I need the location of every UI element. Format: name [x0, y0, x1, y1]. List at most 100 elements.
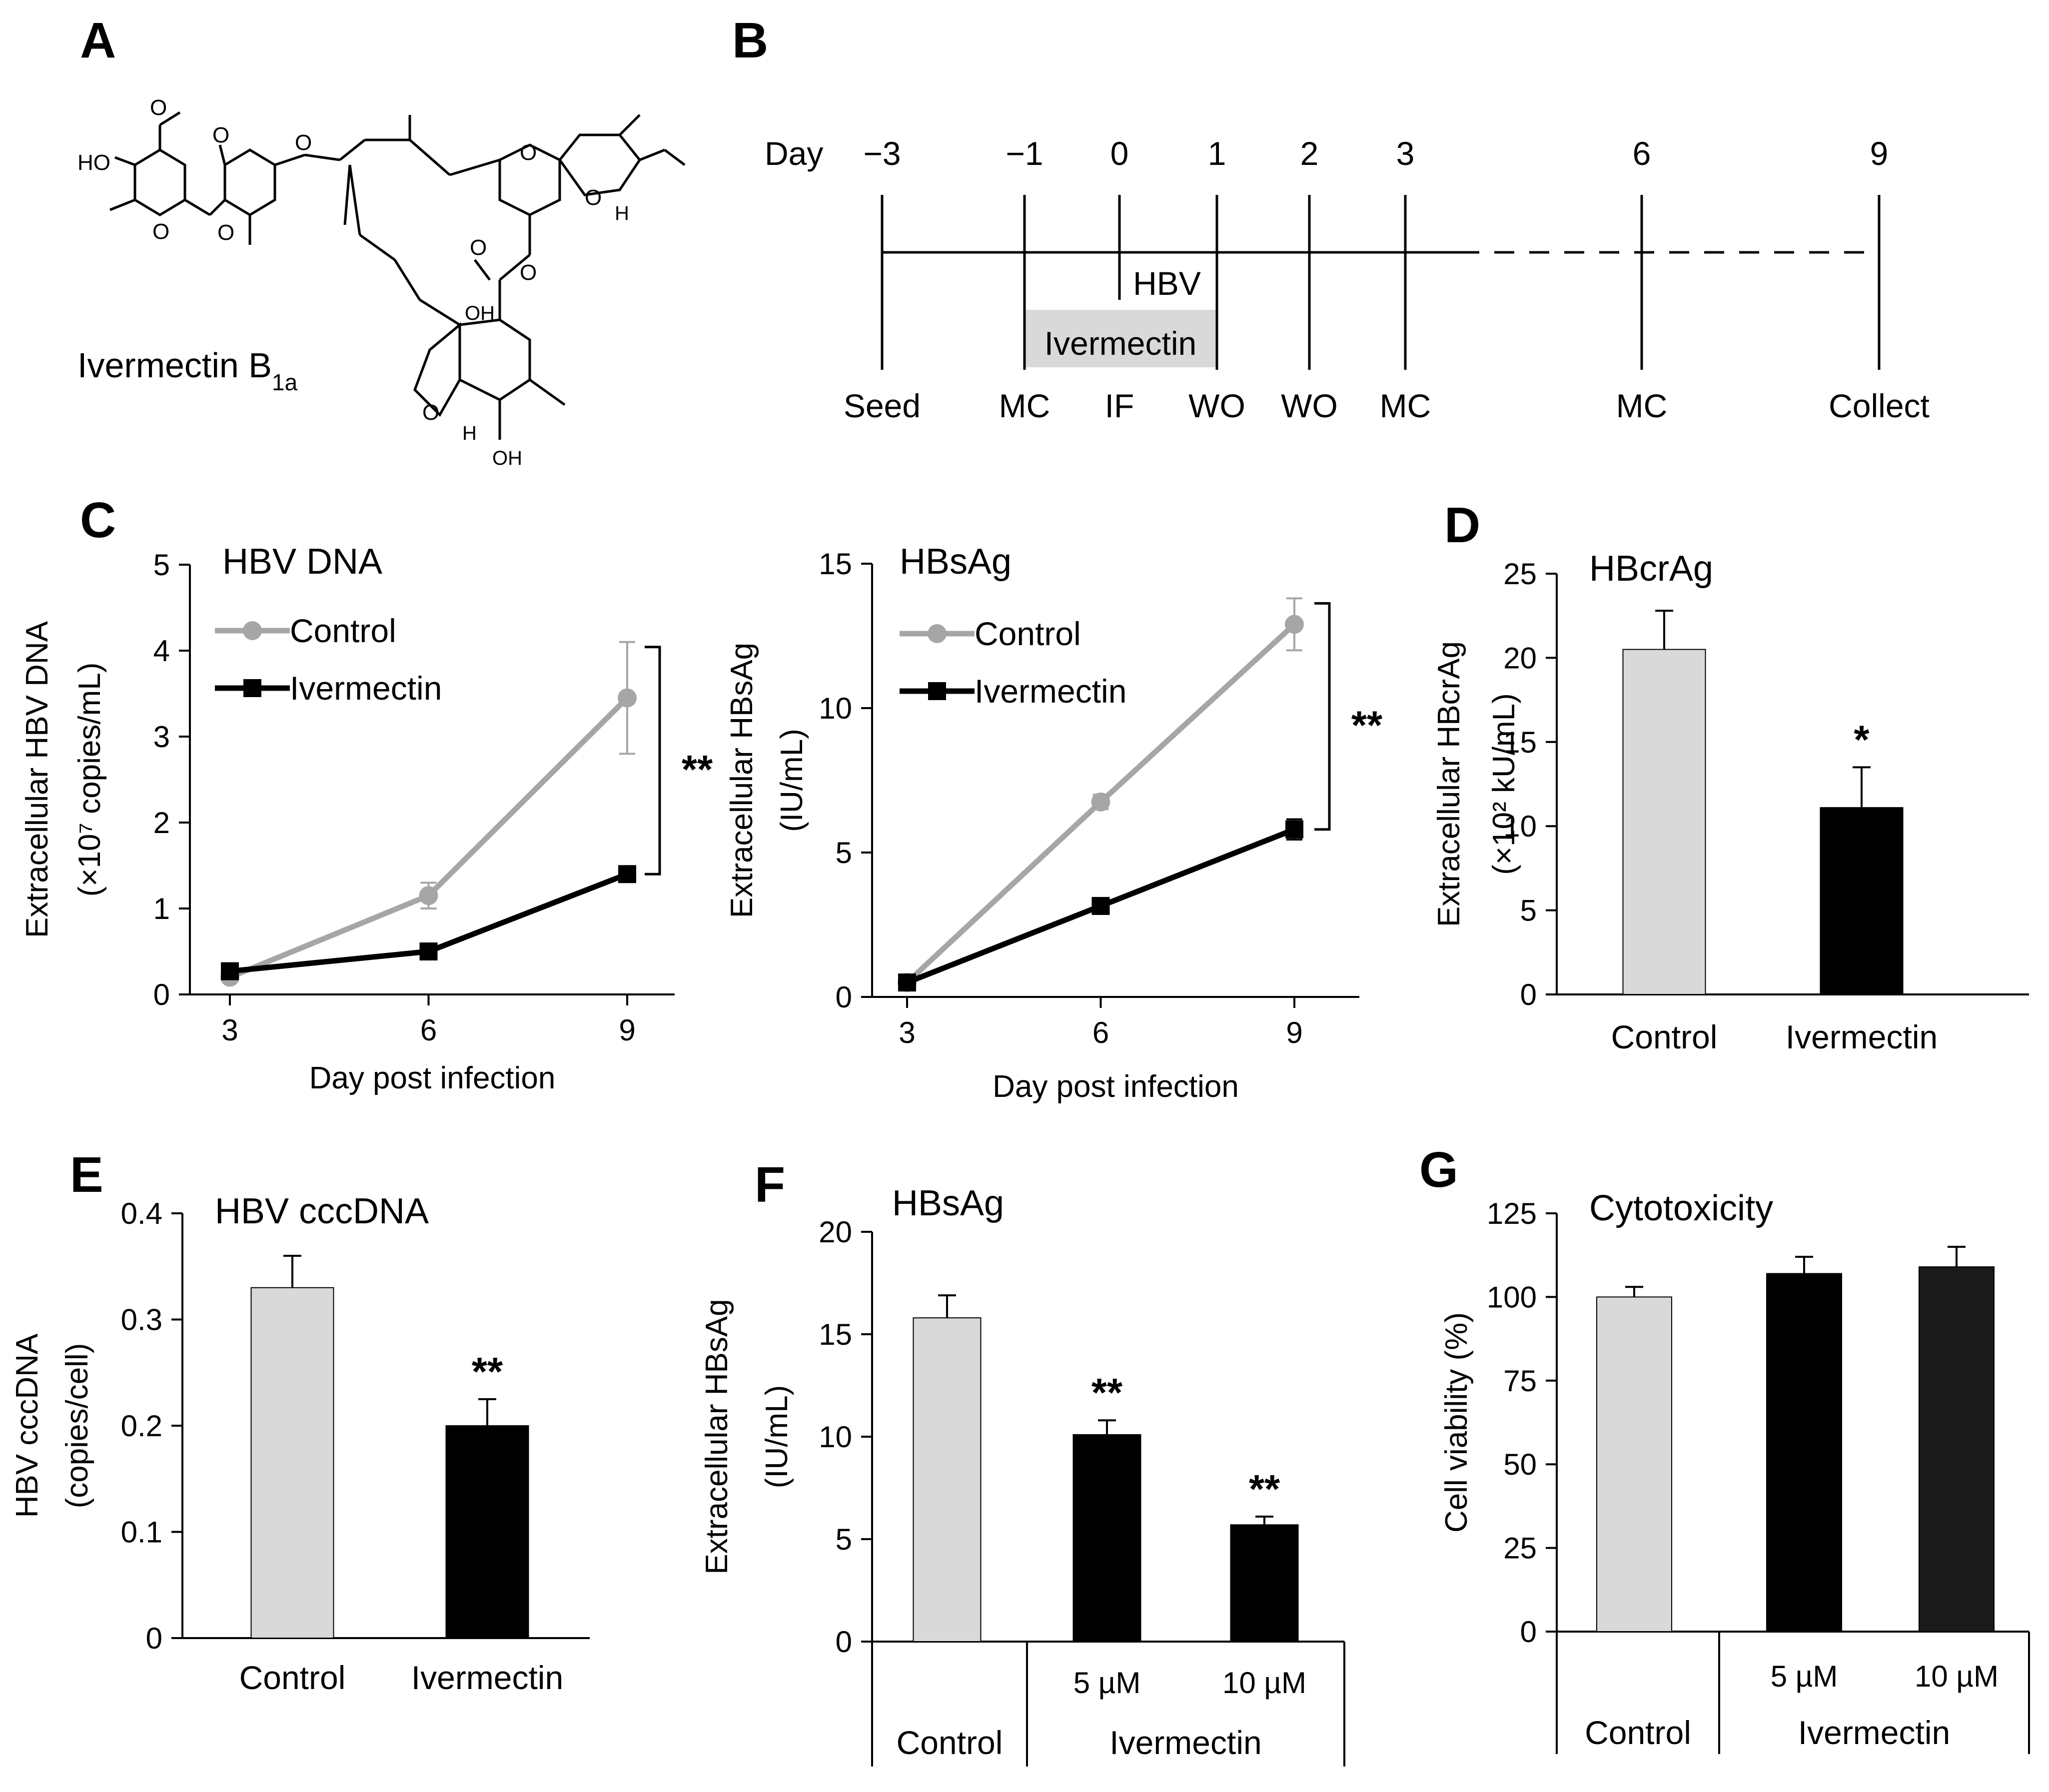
bar: [1820, 807, 1904, 995]
group-label: Control: [897, 1724, 1003, 1761]
svg-text:O: O: [585, 185, 602, 210]
timeline-day-label: −1: [1006, 135, 1043, 172]
timeline-day-label: 2: [1300, 135, 1319, 172]
y-tick-label: 0.4: [121, 1197, 162, 1230]
svg-text:O: O: [520, 260, 537, 285]
y-tick-label: 0: [153, 978, 170, 1011]
bar: [1622, 649, 1706, 995]
y-tick-label: 0: [1520, 978, 1537, 1011]
y-axis-label: Cell viability (%): [1439, 1312, 1474, 1533]
panel-label-d: D: [1444, 497, 1480, 553]
data-point: [419, 942, 438, 960]
timeline-event-label: MC: [1380, 387, 1431, 424]
timeline-day-label: −3: [863, 135, 901, 172]
y-tick-label: 5: [836, 1523, 852, 1556]
chart-cytotoxicity: 0 25 50 75 100 125 Cytotoxicity Cell viability …: [1439, 1188, 2030, 1754]
y-tick-label: 4: [153, 634, 170, 668]
legend-marker: [243, 621, 262, 640]
svg-text:OH: OH: [492, 447, 522, 469]
panel-label-e: E: [70, 1147, 103, 1203]
chart-title: HBV cccDNA: [215, 1191, 429, 1231]
chart-title: Cytotoxicity: [1589, 1188, 1773, 1228]
svg-text:H: H: [615, 202, 629, 224]
data-point: [898, 973, 916, 992]
legend-marker: [243, 679, 261, 697]
dose-label: 10 µM: [1915, 1660, 1999, 1693]
y-tick-label: 75: [1503, 1364, 1537, 1398]
structure-atom-labels: HO O O O O O O O H O O OH O H OH: [77, 95, 629, 469]
svg-text:HO: HO: [77, 150, 110, 175]
panel-label-b: B: [732, 12, 768, 68]
ivermectin-treatment-label: Ivermectin: [1044, 325, 1196, 362]
significance-stars: **: [1249, 1467, 1280, 1511]
y-tick-label: 0.3: [121, 1303, 162, 1337]
y-tick-label: 0.1: [121, 1516, 162, 1549]
timeline-event-label: MC: [999, 387, 1050, 424]
y-tick-label: 20: [819, 1215, 852, 1249]
chart-title: HBV DNA: [222, 542, 382, 582]
chart-title: HBsAg: [892, 1183, 1004, 1223]
y-axis-label-unit: (IU/mL): [775, 729, 809, 832]
timeline-event-label: IF: [1105, 387, 1134, 424]
timeline-event-label: Seed: [844, 387, 921, 424]
significance-stars: **: [1091, 1370, 1123, 1415]
data-point: [419, 886, 438, 905]
category-label: Ivermectin: [1786, 1018, 1938, 1055]
chart-title: HBsAg: [900, 542, 1012, 582]
x-tick-label: 3: [221, 1013, 238, 1047]
legend-label: Control: [290, 612, 396, 649]
y-tick-label: 0: [1520, 1615, 1537, 1649]
dose-label: 10 µM: [1222, 1666, 1306, 1700]
y-axis-label-unit: (IU/mL): [760, 1385, 794, 1489]
y-tick-label: 50: [1503, 1448, 1537, 1481]
timeline-event-label: MC: [1616, 387, 1668, 424]
svg-text:O: O: [520, 140, 537, 165]
dose-label: 5 µM: [1771, 1660, 1838, 1693]
x-tick-label: 3: [899, 1016, 915, 1049]
significance-bracket: [645, 646, 661, 876]
significance-stars: **: [682, 747, 713, 792]
ivermectin-structure: [109, 111, 686, 440]
bar: [1230, 1524, 1299, 1643]
data-point: [221, 962, 239, 980]
chart-title: HBcrAg: [1589, 549, 1713, 589]
bar: [1596, 1296, 1672, 1632]
data-point: [1285, 615, 1304, 634]
y-tick-label: 0.2: [121, 1409, 162, 1443]
category-label: Control: [239, 1659, 346, 1696]
svg-text:O: O: [152, 219, 169, 244]
chart-hbsag-dose: 0 5 10 15 20 HBsAg Extracellular HBsAg (IU/mL) *…: [700, 1183, 1345, 1767]
timeline-day-label: 6: [1633, 135, 1651, 172]
chart-hbsag-time: 0 5 10 15 3 6 9 Day post infection HBsAg Extracel…: [725, 542, 1383, 1104]
timeline-day-label: 0: [1110, 135, 1129, 172]
bar: [1072, 1434, 1141, 1642]
panel-label-c: C: [80, 492, 116, 548]
dose-label: 5 µM: [1073, 1666, 1141, 1700]
y-tick-label: 5: [836, 836, 852, 870]
compound-name: Ivermectin B1a: [77, 346, 298, 395]
x-axis-label: Day post infection: [309, 1061, 556, 1095]
chart-cccdna: 0 0.1 0.2 0.3 0.4 HBV cccDNA HBV cccDNA (copies…: [10, 1191, 590, 1696]
svg-text:O: O: [212, 123, 229, 147]
category-label: Control: [1611, 1018, 1718, 1055]
ivermectin-treatment-box: [1024, 310, 1217, 367]
y-tick-label: 15: [819, 547, 852, 581]
timeline-day-label: 3: [1396, 135, 1415, 172]
svg-text:O: O: [295, 130, 312, 155]
x-tick-label: 6: [1092, 1016, 1109, 1049]
bar: [913, 1317, 982, 1642]
chart-hbv-dna: 0 1 2 3 4 5 3 6 9 Day post infection HBV DNA Extrac…: [20, 542, 713, 1095]
y-tick-label: 10: [819, 692, 852, 725]
group-label: Ivermectin: [1109, 1724, 1261, 1761]
significance-stars: *: [1854, 717, 1870, 762]
bar: [250, 1287, 334, 1639]
significance-stars: **: [1351, 703, 1383, 748]
y-tick-label: 15: [819, 1318, 852, 1351]
y-tick-label: 1: [153, 892, 170, 925]
y-tick-label: 25: [1503, 557, 1537, 591]
panel-label-f: F: [755, 1157, 785, 1213]
chart-hbcrag: 0 5 10 15 20 25 HBcrAg Extracellular HBcrAg (×10…: [1432, 549, 2029, 1055]
y-tick-label: 15: [1503, 726, 1537, 759]
y-axis-label: Extracellular HBV DNA: [20, 621, 54, 938]
data-point: [1091, 896, 1110, 915]
